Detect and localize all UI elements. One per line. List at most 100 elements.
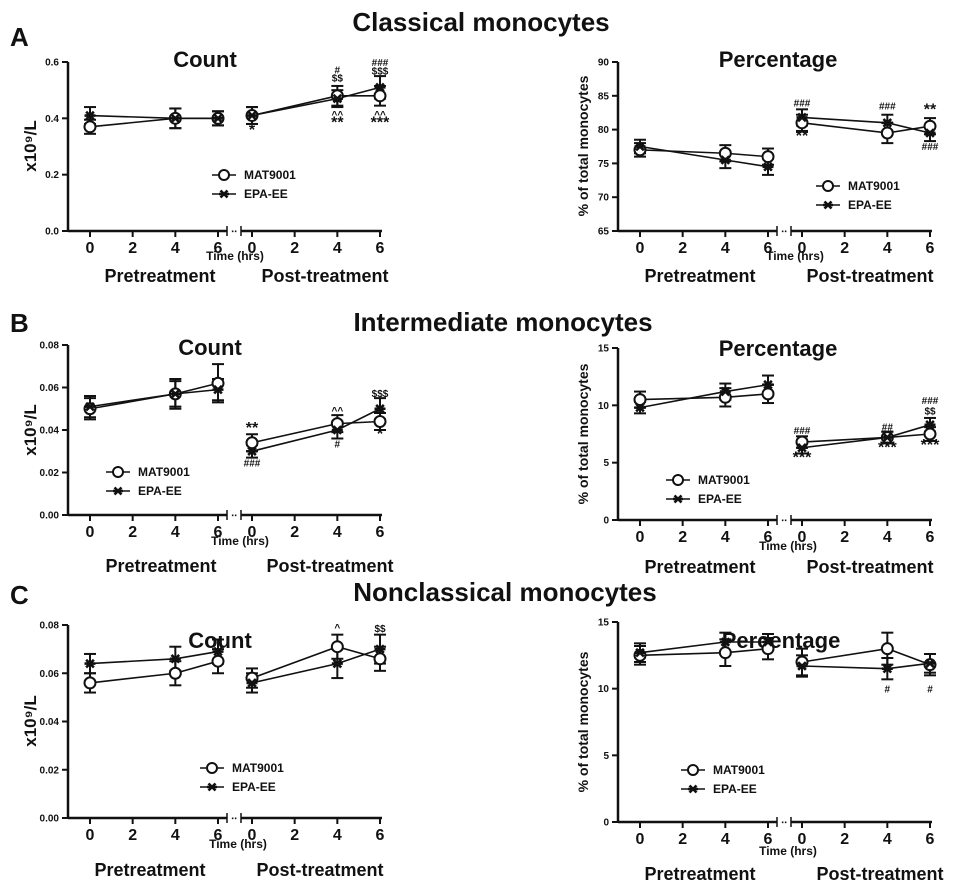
significance-annotation: ***	[371, 115, 390, 132]
data-point-epa-ee	[881, 118, 893, 128]
data-point-epa-ee	[719, 155, 731, 165]
data-point-mat9001	[373, 89, 387, 103]
significance-annotation: ##	[882, 423, 894, 434]
x-tick-label: 0	[636, 240, 645, 257]
y-tick-label: 0.08	[40, 621, 60, 632]
significance-annotation: $$	[374, 624, 386, 635]
data-point-mat9001	[795, 435, 809, 449]
series-line-epa-ee	[89, 114, 218, 120]
legend-label-mat9001: MAT9001	[698, 473, 750, 487]
x-tick-label: 4	[333, 524, 342, 541]
chart-title: Percentage	[719, 336, 838, 361]
series-line-mat9001	[251, 420, 381, 444]
legend-marker-star	[113, 486, 123, 496]
legend-label-mat9001: MAT9001	[848, 179, 900, 193]
legend-marker-star	[219, 189, 229, 199]
panel-title-c: Nonclassical monocytes	[353, 577, 656, 607]
legend-label-mat9001: MAT9001	[138, 465, 190, 479]
x-tick-label: 6	[764, 831, 773, 848]
x-tick-label: 6	[764, 240, 773, 257]
x-tick-label: 2	[840, 529, 849, 546]
data-point-epa-ee	[762, 637, 774, 647]
significance-annotation: ###	[879, 101, 896, 112]
data-point-epa-ee	[719, 637, 731, 647]
series-line-epa-ee	[801, 662, 931, 670]
legend-label-mat9001: MAT9001	[232, 761, 284, 775]
significance-annotation: $$	[924, 407, 936, 418]
x-axis-break: ∙∙	[231, 510, 237, 522]
data-point-epa-ee	[84, 658, 96, 669]
y-axis-label: % of total monocytes	[575, 363, 591, 504]
y-tick-label: 0.04	[40, 717, 60, 728]
data-point-mat9001	[211, 654, 225, 668]
data-point-epa-ee	[924, 420, 936, 430]
y-tick-label: 10	[598, 684, 610, 695]
significance-annotation: ###	[372, 58, 389, 69]
group-label-post-treatment: Post-treatment	[806, 266, 933, 286]
x-tick-label: 6	[376, 524, 385, 541]
panel-letter-c: C	[10, 580, 29, 610]
data-point-epa-ee	[331, 425, 343, 435]
x-tick-label: 4	[883, 529, 892, 546]
y-tick-label: 0.6	[45, 58, 59, 69]
data-point-epa-ee	[212, 113, 224, 124]
y-tick-label: 0	[603, 818, 609, 829]
group-label-pretreatment: Pretreatment	[644, 864, 755, 883]
significance-annotation: ###	[794, 99, 811, 110]
legend-label-epa-ee: EPA-EE	[713, 782, 757, 796]
significance-annotation: ###	[244, 459, 261, 470]
y-tick-label: 5	[603, 751, 609, 762]
data-point-epa-ee	[634, 647, 646, 658]
x-tick-label: 6	[214, 827, 223, 844]
data-point-epa-ee	[881, 663, 893, 674]
legend-marker-star	[207, 782, 217, 792]
data-point-epa-ee	[84, 401, 96, 412]
x-tick-label: 4	[333, 827, 342, 844]
y-tick-label: 0.02	[40, 765, 60, 776]
panel-title-a: Classical monocytes	[352, 7, 609, 37]
legend: MAT9001 EPA-EE	[681, 763, 765, 796]
data-point-mat9001	[761, 387, 775, 401]
x-tick-label: 4	[721, 831, 730, 848]
x-tick-label: 2	[128, 524, 137, 541]
series-line-mat9001	[251, 95, 380, 117]
y-tick-label: 0.4	[45, 114, 59, 125]
group-label-pretreatment: Pretreatment	[644, 557, 755, 577]
series-line-epa-ee	[251, 408, 381, 453]
significance-annotation: ^	[334, 623, 340, 634]
x-tick-label: 6	[376, 827, 385, 844]
data-point-mat9001	[633, 393, 647, 407]
significance-annotation: #	[885, 685, 891, 696]
significance-annotation: ***	[793, 450, 812, 467]
y-tick-label: 0.2	[45, 170, 59, 181]
x-tick-label: 0	[86, 524, 95, 541]
y-axis-label: % of total monocytes	[575, 651, 591, 792]
y-tick-label: 0.00	[40, 511, 60, 522]
x-tick-label: 6	[926, 240, 935, 257]
y-tick-label: 90	[598, 58, 610, 69]
y-tick-label: 15	[598, 344, 610, 355]
y-tick-label: 10	[598, 401, 610, 412]
data-point-mat9001	[718, 646, 732, 660]
y-tick-label: 70	[598, 193, 610, 204]
data-point-mat9001	[373, 415, 387, 428]
series-line-mat9001	[89, 382, 219, 410]
data-point-epa-ee	[796, 112, 808, 123]
data-point-epa-ee	[169, 654, 181, 664]
panel-title-b: Intermediate monocytes	[353, 307, 652, 337]
significance-annotation: **	[924, 102, 937, 119]
x-tick-label: 0	[636, 831, 645, 848]
data-point-epa-ee	[796, 442, 808, 453]
significance-annotation: ###	[922, 142, 939, 153]
y-tick-label: 0.08	[40, 341, 60, 352]
x-tick-label: 0	[798, 831, 807, 848]
legend-label-epa-ee: EPA-EE	[138, 484, 182, 498]
y-tick-label: 75	[598, 159, 610, 170]
x-axis-label: Time (hrs)	[766, 249, 824, 263]
y-axis-label: x10⁹/L	[21, 404, 40, 456]
group-label-post-treatment: Post-treatment	[266, 556, 393, 576]
series-line-mat9001	[639, 149, 769, 158]
significance-annotation: ^^	[331, 110, 343, 121]
data-point-epa-ee	[924, 658, 936, 669]
